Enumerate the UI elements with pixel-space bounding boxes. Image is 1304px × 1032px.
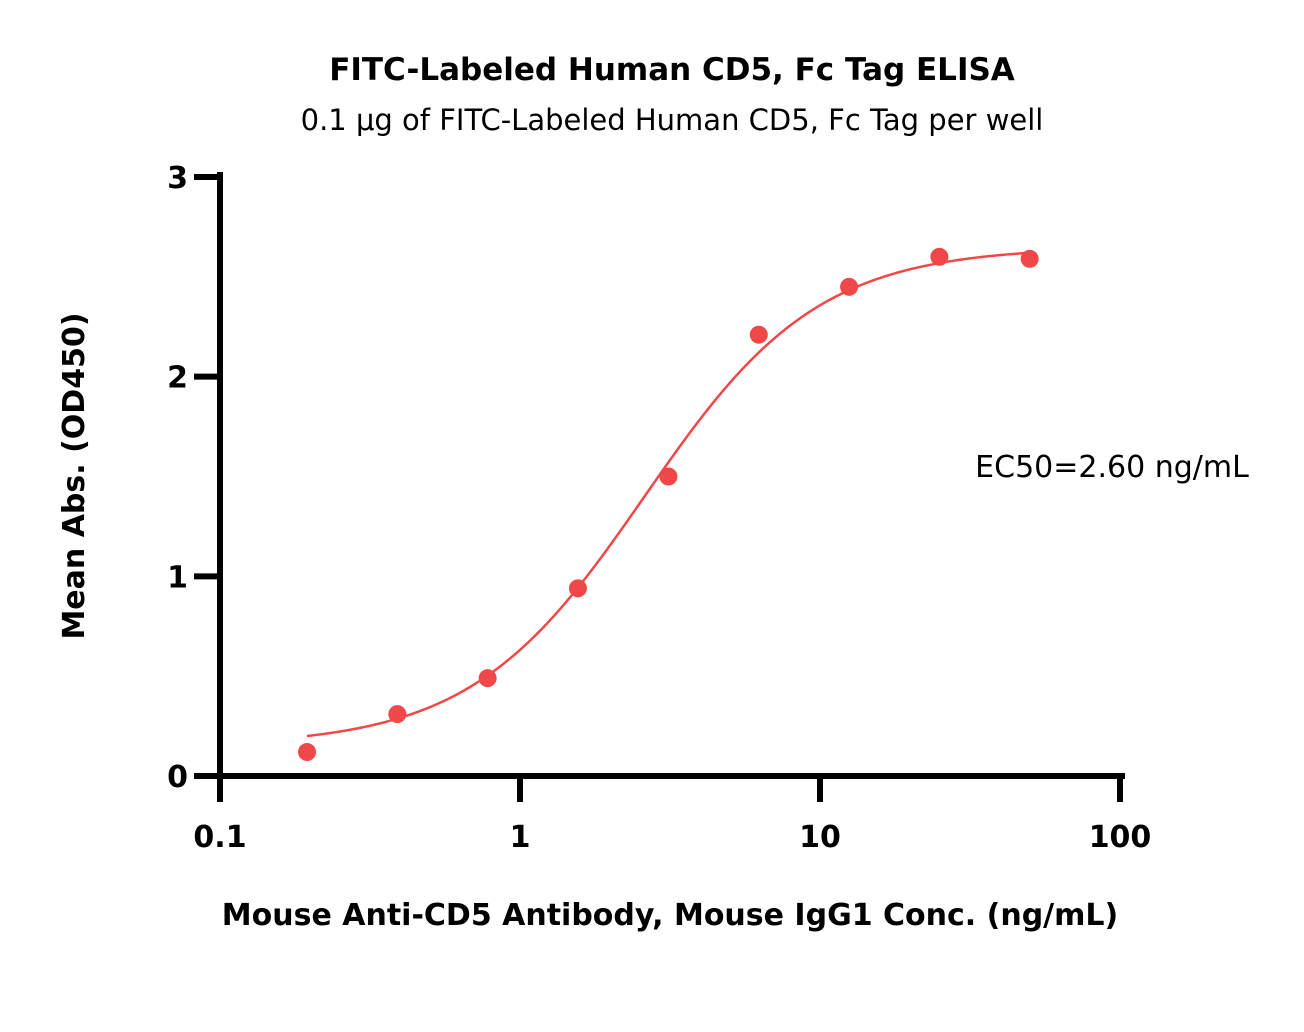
data-point-0: [298, 743, 317, 762]
data-point-3: [568, 579, 587, 598]
data-point-5: [749, 325, 768, 344]
data-point-7: [930, 247, 949, 266]
data-point-8: [1020, 249, 1039, 268]
data-point-6: [840, 277, 859, 296]
chart-subtitle: 0.1 μg of FITC-Labeled Human CD5, Fc Tag…: [301, 103, 1044, 137]
chart-title: FITC-Labeled Human CD5, Fc Tag ELISA: [329, 52, 1015, 88]
data-point-2: [478, 669, 497, 688]
x-tick-label-3: 100: [1089, 820, 1152, 855]
x-tick-label-0: 0.1: [193, 820, 246, 855]
y-tick-label-2: 2: [167, 361, 188, 396]
y-tick-label-3: 3: [167, 161, 188, 196]
data-point-1: [388, 705, 407, 724]
x-tick-label-2: 10: [799, 820, 841, 855]
x-ticks: 0.1 1 10 100: [193, 776, 1151, 855]
y-tick-label-0: 0: [167, 760, 188, 795]
data-point-4: [659, 467, 678, 486]
ec50-annotation: EC50=2.60 ng/mL: [975, 450, 1249, 485]
data-points: [298, 247, 1039, 762]
y-ticks: 0 1 2 3: [167, 161, 220, 795]
fit-curve: [306, 251, 1030, 738]
y-tick-label-1: 1: [167, 560, 188, 595]
x-tick-label-1: 1: [510, 820, 531, 855]
x-axis-label: Mouse Anti-CD5 Antibody, Mouse IgG1 Conc…: [222, 898, 1118, 933]
axes: [217, 172, 1125, 781]
y-axis-label: Mean Abs. (OD450): [57, 312, 92, 639]
